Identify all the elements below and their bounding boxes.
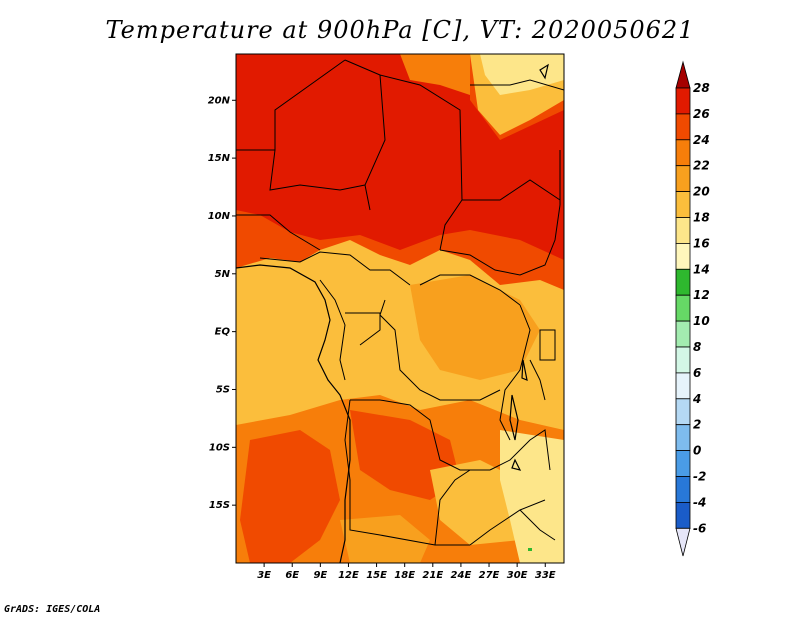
- colorbar-label: 12: [693, 288, 710, 302]
- colorbar-segment: [675, 165, 691, 192]
- colorbar-label: -2: [693, 470, 706, 484]
- lat-tick-label: 5N: [215, 269, 231, 280]
- colorbar-segment: [675, 87, 691, 115]
- colorbar-segment: [675, 191, 691, 218]
- map-title: Temperature at 900hPa [C], VT: 202005062…: [105, 16, 695, 44]
- longitude-axis: 3E 6E 9E 12E 15E 18E 21E 24E 27E 30E 33E: [257, 563, 556, 581]
- colorbar-bottom-arrow: [675, 527, 691, 557]
- colorbar-segment: [675, 501, 691, 529]
- colorbar-label: 6: [693, 366, 701, 380]
- colorbar-label: -6: [693, 521, 706, 535]
- colorbar-segment: [675, 113, 691, 141]
- colorbar-label: 16: [693, 236, 710, 250]
- map-frame: [235, 53, 565, 564]
- colorbar-label: 22: [693, 159, 710, 173]
- lat-tick-label: 5S: [216, 384, 230, 395]
- colorbar-segment: [675, 476, 691, 503]
- lon-tick-label: 3E: [257, 570, 271, 581]
- colorbar-label: 4: [692, 392, 701, 406]
- colorbar-label: 8: [693, 340, 701, 354]
- colorbar-segment: [675, 139, 691, 167]
- lon-tick-label: 6E: [285, 570, 299, 581]
- colorbar-segment: [675, 398, 691, 426]
- lat-tick-label: 10N: [208, 211, 231, 222]
- colorbar-label: 14: [693, 262, 710, 276]
- colorbar-segment: [675, 346, 691, 374]
- colorbar-segment: [675, 450, 691, 477]
- lat-tick-label: 15S: [209, 500, 230, 511]
- colorbar-segment: [675, 320, 691, 348]
- colorbar-label: 2: [693, 418, 701, 432]
- colorbar-label: 24: [693, 133, 710, 147]
- lon-tick-label: 27E: [479, 570, 500, 581]
- lat-tick-label: 10S: [209, 442, 230, 453]
- lon-tick-label: 12E: [338, 570, 359, 581]
- lakes: [509, 63, 549, 471]
- latitude-axis: 20N 15N 10N 5N EQ 5S 10S 15S: [208, 95, 236, 511]
- colorbar-label: 0: [693, 444, 701, 458]
- lat-tick-label: 15N: [208, 153, 231, 164]
- colorbar-label: 28: [693, 81, 710, 95]
- colorbar-segment: [675, 372, 691, 400]
- colorbar-segment: [675, 424, 691, 452]
- lon-tick-label: 18E: [394, 570, 415, 581]
- colorbar-label: 26: [693, 107, 710, 121]
- lat-tick-label: 20N: [208, 95, 231, 106]
- credit-text: GrADS: IGES/COLA: [4, 604, 101, 615]
- lon-tick-label: 15E: [366, 570, 387, 581]
- colorbar-label: 18: [693, 211, 710, 225]
- temperature-field: [236, 54, 564, 563]
- colorbar-segment: [675, 294, 691, 322]
- country-borders: [236, 59, 564, 546]
- colorbar-label: 10: [693, 314, 710, 328]
- colorbar-label: -4: [693, 495, 706, 509]
- lon-tick-label: 33E: [535, 570, 556, 581]
- coastline: [236, 264, 351, 563]
- colorbar-segment: [675, 268, 691, 296]
- colorbar-segment: [675, 217, 691, 244]
- colorbar-label: 20: [693, 185, 710, 199]
- lon-tick-label: 9E: [313, 570, 327, 581]
- lon-tick-label: 30E: [507, 570, 528, 581]
- lon-tick-label: 24E: [451, 570, 472, 581]
- lat-tick-label: EQ: [215, 327, 231, 338]
- colorbar-top-arrow: [675, 60, 691, 89]
- lon-tick-label: 21E: [422, 570, 443, 581]
- colorbar-segment: [675, 242, 691, 270]
